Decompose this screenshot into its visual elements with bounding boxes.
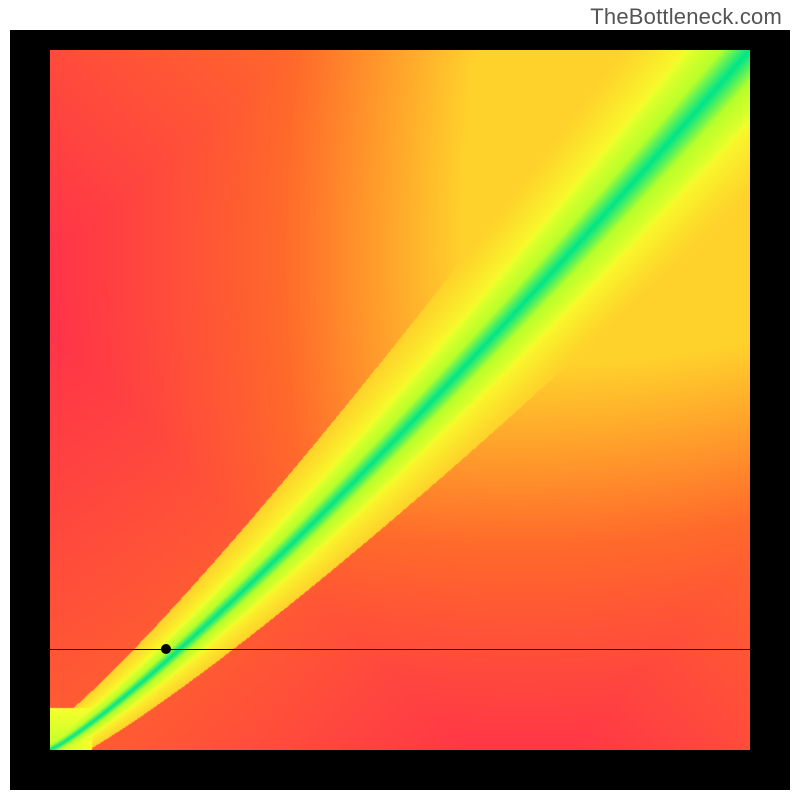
watermark-text: TheBottleneck.com [590, 4, 782, 30]
plot-frame [10, 30, 790, 790]
heatmap-area [50, 50, 750, 750]
crosshair-horizontal [50, 649, 750, 650]
crosshair-marker [161, 644, 171, 654]
heatmap-canvas [50, 50, 750, 750]
